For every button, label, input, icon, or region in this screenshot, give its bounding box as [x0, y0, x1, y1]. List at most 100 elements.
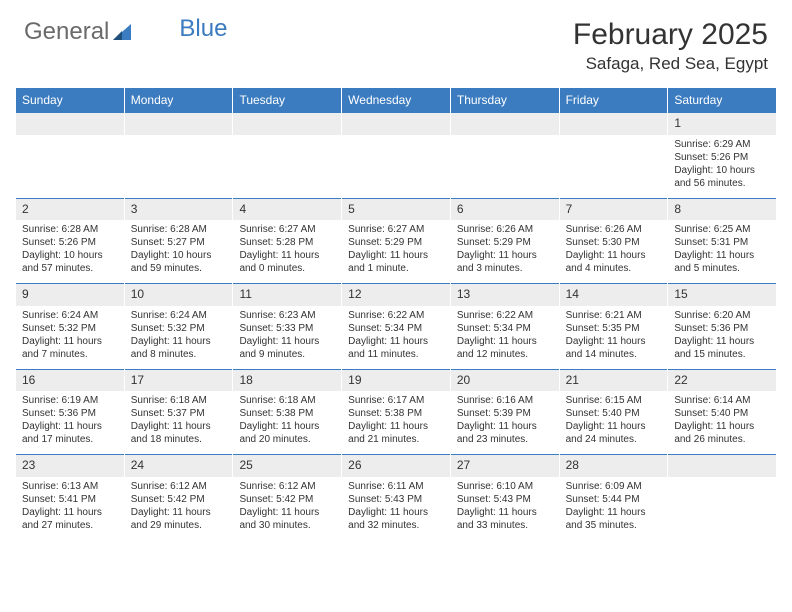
day-cell: 18Sunrise: 6:18 AMSunset: 5:38 PMDayligh… [233, 369, 342, 455]
weeks-container: 1Sunrise: 6:29 AMSunset: 5:26 PMDaylight… [16, 112, 776, 540]
day-number: 14 [560, 283, 668, 306]
day-cell: 22Sunrise: 6:14 AMSunset: 5:40 PMDayligh… [668, 369, 776, 455]
day-cell-empty [451, 112, 560, 198]
day-content: Sunrise: 6:27 AMSunset: 5:28 PMDaylight:… [233, 220, 341, 283]
day-number: 4 [233, 198, 341, 221]
day-number: 8 [668, 198, 776, 221]
daylight-text: Daylight: 11 hours and 15 minutes. [674, 335, 770, 361]
day-content: Sunrise: 6:12 AMSunset: 5:42 PMDaylight:… [233, 477, 341, 540]
sunrise-text: Sunrise: 6:28 AM [22, 223, 118, 236]
day-number [560, 112, 668, 135]
sunset-text: Sunset: 5:42 PM [239, 493, 335, 506]
day-content: Sunrise: 6:11 AMSunset: 5:43 PMDaylight:… [342, 477, 450, 540]
day-content [668, 477, 776, 488]
day-content: Sunrise: 6:21 AMSunset: 5:35 PMDaylight:… [560, 306, 668, 369]
sunset-text: Sunset: 5:36 PM [674, 322, 770, 335]
day-content: Sunrise: 6:22 AMSunset: 5:34 PMDaylight:… [342, 306, 450, 369]
sunrise-text: Sunrise: 6:23 AM [239, 309, 335, 322]
daylight-text: Daylight: 11 hours and 18 minutes. [131, 420, 227, 446]
day-number: 28 [560, 454, 668, 477]
day-cell: 2Sunrise: 6:28 AMSunset: 5:26 PMDaylight… [16, 198, 125, 284]
day-cell: 25Sunrise: 6:12 AMSunset: 5:42 PMDayligh… [233, 454, 342, 540]
day-number: 10 [125, 283, 233, 306]
day-cell-empty [125, 112, 234, 198]
weekday-header: Saturday [668, 88, 776, 112]
sunrise-text: Sunrise: 6:09 AM [566, 480, 662, 493]
daylight-text: Daylight: 11 hours and 9 minutes. [239, 335, 335, 361]
day-cell: 23Sunrise: 6:13 AMSunset: 5:41 PMDayligh… [16, 454, 125, 540]
sunset-text: Sunset: 5:29 PM [348, 236, 444, 249]
sunset-text: Sunset: 5:28 PM [239, 236, 335, 249]
day-content: Sunrise: 6:15 AMSunset: 5:40 PMDaylight:… [560, 391, 668, 454]
daylight-text: Daylight: 11 hours and 7 minutes. [22, 335, 118, 361]
sunset-text: Sunset: 5:43 PM [348, 493, 444, 506]
day-cell: 19Sunrise: 6:17 AMSunset: 5:38 PMDayligh… [342, 369, 451, 455]
sunrise-text: Sunrise: 6:29 AM [674, 138, 770, 151]
daylight-text: Daylight: 11 hours and 33 minutes. [457, 506, 553, 532]
day-cell: 1Sunrise: 6:29 AMSunset: 5:26 PMDaylight… [668, 112, 776, 198]
day-number: 7 [560, 198, 668, 221]
page-header: General Blue February 2025 Safaga, Red S… [0, 0, 792, 82]
day-cell: 4Sunrise: 6:27 AMSunset: 5:28 PMDaylight… [233, 198, 342, 284]
sunset-text: Sunset: 5:43 PM [457, 493, 553, 506]
daylight-text: Daylight: 11 hours and 32 minutes. [348, 506, 444, 532]
day-content: Sunrise: 6:12 AMSunset: 5:42 PMDaylight:… [125, 477, 233, 540]
weekday-header: Thursday [451, 88, 560, 112]
sunrise-text: Sunrise: 6:13 AM [22, 480, 118, 493]
daylight-text: Daylight: 11 hours and 0 minutes. [239, 249, 335, 275]
day-cell: 10Sunrise: 6:24 AMSunset: 5:32 PMDayligh… [125, 283, 234, 369]
sunrise-text: Sunrise: 6:21 AM [566, 309, 662, 322]
daylight-text: Daylight: 11 hours and 5 minutes. [674, 249, 770, 275]
sunrise-text: Sunrise: 6:15 AM [566, 394, 662, 407]
logo-text-blue: Blue [179, 15, 227, 43]
day-content [233, 135, 341, 146]
sunrise-text: Sunrise: 6:26 AM [566, 223, 662, 236]
daylight-text: Daylight: 11 hours and 8 minutes. [131, 335, 227, 361]
sunset-text: Sunset: 5:40 PM [566, 407, 662, 420]
day-content: Sunrise: 6:29 AMSunset: 5:26 PMDaylight:… [668, 135, 776, 198]
day-number: 23 [16, 454, 124, 477]
daylight-text: Daylight: 11 hours and 30 minutes. [239, 506, 335, 532]
day-cell: 21Sunrise: 6:15 AMSunset: 5:40 PMDayligh… [560, 369, 669, 455]
month-title: February 2025 [573, 18, 768, 52]
day-cell-empty [560, 112, 669, 198]
day-content: Sunrise: 6:09 AMSunset: 5:44 PMDaylight:… [560, 477, 668, 540]
day-content: Sunrise: 6:28 AMSunset: 5:27 PMDaylight:… [125, 220, 233, 283]
sunrise-text: Sunrise: 6:27 AM [239, 223, 335, 236]
day-cell: 16Sunrise: 6:19 AMSunset: 5:36 PMDayligh… [16, 369, 125, 455]
daylight-text: Daylight: 10 hours and 59 minutes. [131, 249, 227, 275]
day-number: 24 [125, 454, 233, 477]
day-content: Sunrise: 6:24 AMSunset: 5:32 PMDaylight:… [125, 306, 233, 369]
sunrise-text: Sunrise: 6:18 AM [131, 394, 227, 407]
day-number: 6 [451, 198, 559, 221]
day-cell: 15Sunrise: 6:20 AMSunset: 5:36 PMDayligh… [668, 283, 776, 369]
sunset-text: Sunset: 5:41 PM [22, 493, 118, 506]
week-row: 16Sunrise: 6:19 AMSunset: 5:36 PMDayligh… [16, 369, 776, 455]
day-content: Sunrise: 6:19 AMSunset: 5:36 PMDaylight:… [16, 391, 124, 454]
weekday-header: Tuesday [233, 88, 342, 112]
day-cell: 28Sunrise: 6:09 AMSunset: 5:44 PMDayligh… [560, 454, 669, 540]
day-cell: 5Sunrise: 6:27 AMSunset: 5:29 PMDaylight… [342, 198, 451, 284]
day-number: 1 [668, 112, 776, 135]
day-content [560, 135, 668, 146]
sunset-text: Sunset: 5:35 PM [566, 322, 662, 335]
daylight-text: Daylight: 11 hours and 26 minutes. [674, 420, 770, 446]
day-number [451, 112, 559, 135]
sunset-text: Sunset: 5:32 PM [22, 322, 118, 335]
day-cell: 17Sunrise: 6:18 AMSunset: 5:37 PMDayligh… [125, 369, 234, 455]
day-content: Sunrise: 6:14 AMSunset: 5:40 PMDaylight:… [668, 391, 776, 454]
sunset-text: Sunset: 5:32 PM [131, 322, 227, 335]
sunset-text: Sunset: 5:39 PM [457, 407, 553, 420]
day-cell: 8Sunrise: 6:25 AMSunset: 5:31 PMDaylight… [668, 198, 776, 284]
day-content: Sunrise: 6:24 AMSunset: 5:32 PMDaylight:… [16, 306, 124, 369]
day-cell: 9Sunrise: 6:24 AMSunset: 5:32 PMDaylight… [16, 283, 125, 369]
day-number: 22 [668, 369, 776, 392]
sunrise-text: Sunrise: 6:16 AM [457, 394, 553, 407]
day-content [16, 135, 124, 146]
day-number: 25 [233, 454, 341, 477]
day-number: 5 [342, 198, 450, 221]
week-row: 1Sunrise: 6:29 AMSunset: 5:26 PMDaylight… [16, 112, 776, 198]
day-number: 9 [16, 283, 124, 306]
sunset-text: Sunset: 5:34 PM [457, 322, 553, 335]
sunrise-text: Sunrise: 6:19 AM [22, 394, 118, 407]
